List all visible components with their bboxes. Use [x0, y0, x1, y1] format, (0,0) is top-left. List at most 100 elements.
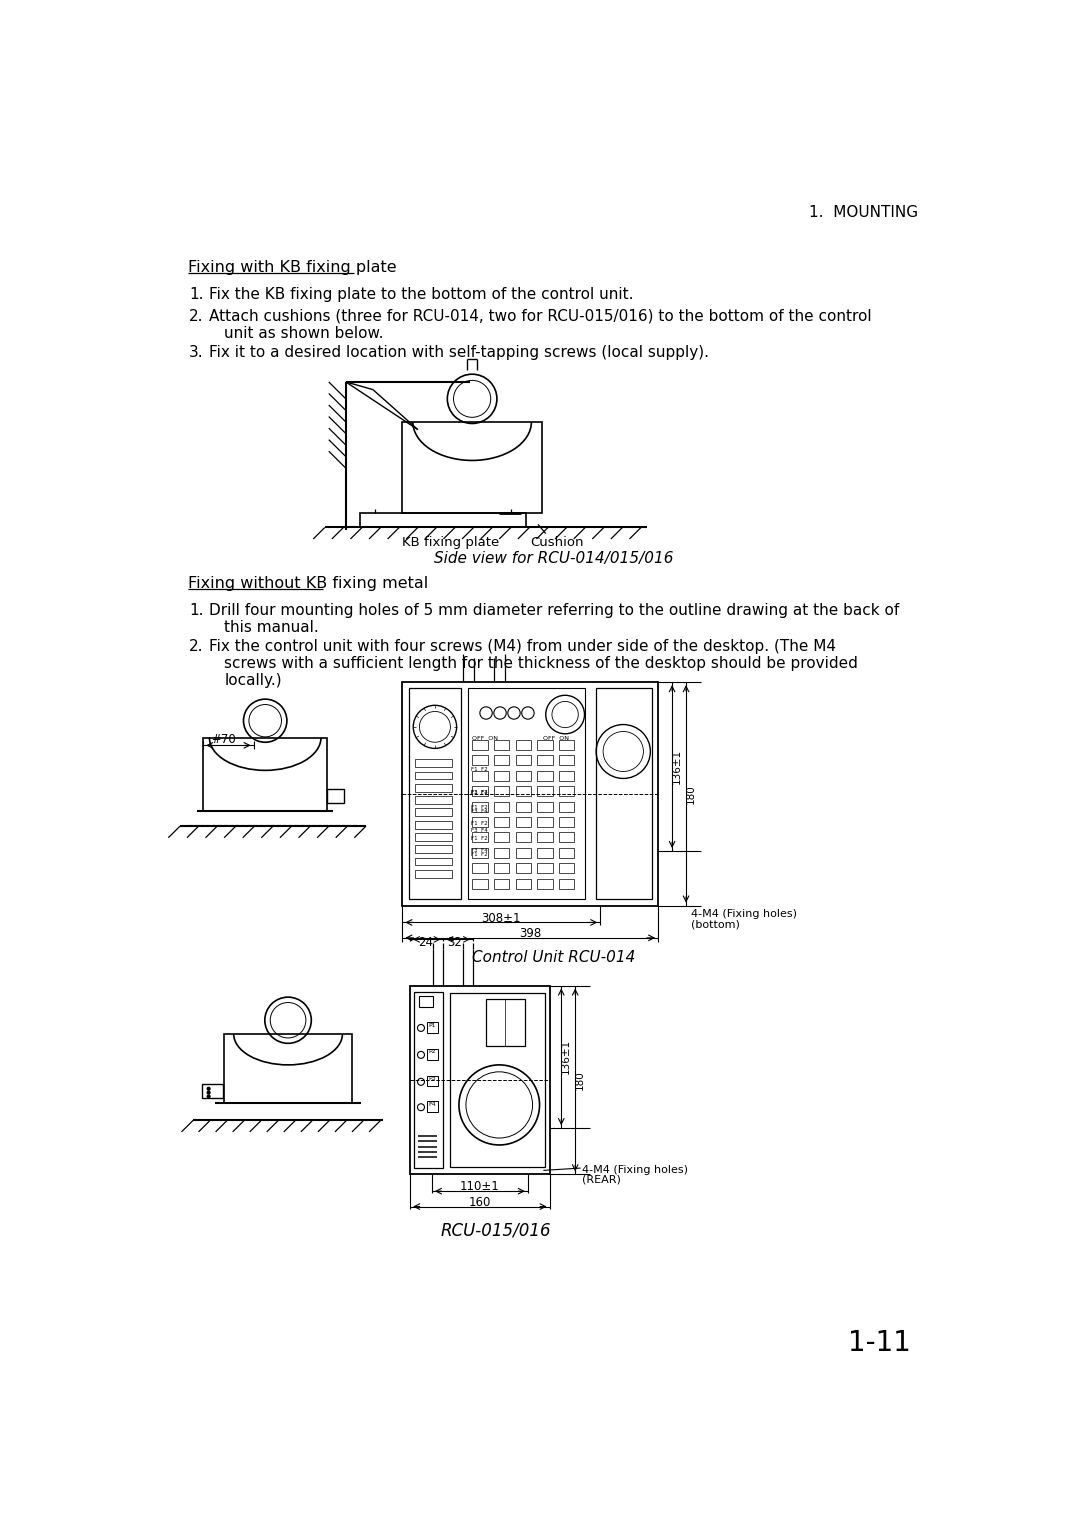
Bar — [515, 741, 531, 750]
Text: 4-M4 (Fixing holes): 4-M4 (Fixing holes) — [582, 1165, 688, 1174]
Text: P1: P1 — [428, 1023, 435, 1028]
Text: 1.: 1. — [189, 287, 204, 302]
Bar — [515, 863, 531, 873]
Bar — [494, 832, 510, 843]
Bar — [415, 846, 451, 854]
Bar — [403, 421, 542, 513]
Bar — [537, 771, 553, 780]
Bar — [415, 783, 451, 791]
Bar — [537, 847, 553, 858]
Bar — [414, 991, 444, 1168]
Bar — [494, 847, 510, 858]
Bar — [515, 802, 531, 811]
Text: 1.: 1. — [189, 603, 204, 618]
Text: Fix the KB fixing plate to the bottom of the control unit.: Fix the KB fixing plate to the bottom of… — [208, 287, 633, 302]
Bar — [472, 741, 488, 750]
Bar — [469, 689, 584, 899]
Bar — [410, 985, 550, 1174]
Text: Cushion: Cushion — [530, 536, 584, 548]
Bar — [559, 786, 575, 796]
Text: F1  F2: F1 F2 — [471, 805, 487, 811]
Bar — [450, 993, 545, 1167]
Bar — [537, 786, 553, 796]
Text: F1  F2: F1 F2 — [471, 837, 487, 841]
Bar — [415, 834, 451, 841]
Text: 136±1: 136±1 — [561, 1040, 571, 1075]
Bar — [559, 802, 575, 811]
Text: Control Unit RCU-014: Control Unit RCU-014 — [472, 950, 635, 965]
Circle shape — [207, 1092, 210, 1093]
Bar — [415, 759, 451, 767]
Bar — [415, 858, 451, 866]
Text: F1  F2: F1 F2 — [471, 852, 487, 857]
Bar — [494, 863, 510, 873]
Text: Side view for RCU-014/015/016: Side view for RCU-014/015/016 — [434, 551, 673, 567]
Text: (bottom): (bottom) — [691, 919, 740, 930]
Bar — [419, 996, 433, 1008]
Text: F4: F4 — [428, 1102, 435, 1107]
Text: locally.): locally.) — [225, 673, 282, 689]
Text: P2: P2 — [428, 1049, 435, 1055]
Text: 1-11: 1-11 — [848, 1328, 910, 1358]
Bar — [408, 689, 461, 899]
Bar — [494, 756, 510, 765]
Text: this manual.: this manual. — [225, 620, 319, 635]
Text: Fixing with KB fixing plate: Fixing with KB fixing plate — [188, 260, 396, 275]
Bar — [515, 847, 531, 858]
Text: Drill four mounting holes of 5 mm diameter referring to the outline drawing at t: Drill four mounting holes of 5 mm diamet… — [208, 603, 899, 618]
Bar — [415, 822, 451, 829]
Bar — [203, 738, 327, 811]
Bar — [537, 802, 553, 811]
Bar — [472, 863, 488, 873]
Bar — [515, 786, 531, 796]
Bar — [327, 789, 345, 803]
Text: #70: #70 — [211, 733, 235, 747]
Text: 308±1: 308±1 — [482, 912, 521, 925]
Bar — [486, 1000, 525, 1046]
Bar — [494, 786, 510, 796]
Bar — [472, 786, 488, 796]
Bar — [428, 1022, 438, 1032]
Bar — [537, 756, 553, 765]
Bar — [559, 741, 575, 750]
Text: Fixing without KB fixing metal: Fixing without KB fixing metal — [188, 576, 428, 591]
Bar — [559, 756, 575, 765]
Text: screws with a sufficient length for the thickness of the desktop should be provi: screws with a sufficient length for the … — [225, 657, 858, 670]
Text: 4-M4 (Fixing holes): 4-M4 (Fixing holes) — [691, 910, 797, 919]
Bar — [415, 771, 451, 779]
Text: 180: 180 — [575, 1070, 585, 1090]
Bar — [537, 741, 553, 750]
Text: F1  F2: F1 F2 — [471, 767, 487, 773]
Bar — [494, 802, 510, 811]
Bar — [515, 771, 531, 780]
Bar — [415, 808, 451, 815]
Bar — [494, 817, 510, 828]
Bar — [428, 1101, 438, 1112]
Bar — [472, 771, 488, 780]
Bar — [559, 771, 575, 780]
Text: P3: P3 — [428, 1077, 435, 1081]
Bar — [596, 689, 652, 899]
Circle shape — [207, 1087, 210, 1090]
Text: 2.: 2. — [189, 640, 204, 654]
Bar — [415, 796, 451, 803]
Bar — [360, 513, 526, 527]
Bar — [428, 1049, 438, 1060]
Bar — [225, 1034, 352, 1104]
Text: unit as shown below.: unit as shown below. — [225, 325, 383, 341]
Bar — [559, 878, 575, 889]
Text: Attach cushions (three for RCU-014, two for RCU-015/016) to the bottom of the co: Attach cushions (three for RCU-014, two … — [208, 308, 872, 324]
Text: Fix it to a desired location with self-tapping screws (local supply).: Fix it to a desired location with self-t… — [208, 345, 708, 360]
Text: 136±1: 136±1 — [672, 750, 681, 785]
Bar — [537, 832, 553, 843]
Bar — [415, 870, 451, 878]
Bar — [494, 878, 510, 889]
Text: 2.: 2. — [189, 308, 204, 324]
Bar — [494, 771, 510, 780]
Bar — [515, 878, 531, 889]
Bar — [472, 756, 488, 765]
Text: Fix the control unit with four screws (M4) from under side of the desktop. (The : Fix the control unit with four screws (M… — [208, 640, 836, 654]
Text: 110±1: 110±1 — [460, 1180, 500, 1194]
Text: 398: 398 — [519, 927, 541, 941]
Text: 32: 32 — [447, 936, 462, 948]
